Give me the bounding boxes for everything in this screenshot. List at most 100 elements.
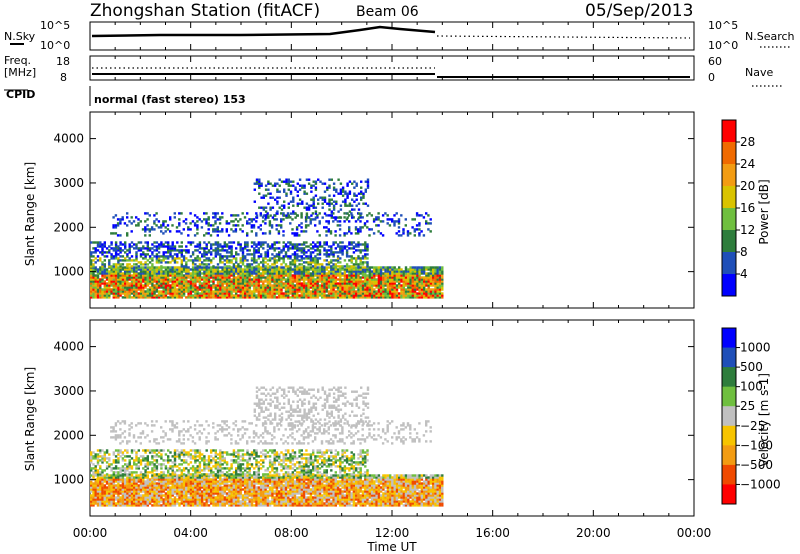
data-cell <box>164 500 168 503</box>
data-cell <box>223 296 226 299</box>
data-cell <box>409 270 412 273</box>
data-cell <box>205 220 208 223</box>
data-cell <box>260 196 263 199</box>
nsky-trace <box>91 25 436 38</box>
data-cell <box>359 290 362 293</box>
data-cell <box>418 278 421 281</box>
data-cell <box>298 266 301 269</box>
data-cell <box>139 480 143 483</box>
data-cell <box>314 290 317 293</box>
data-cell <box>321 216 324 219</box>
data-cell <box>92 484 95 487</box>
data-cell <box>293 296 297 299</box>
data-cell <box>160 282 163 285</box>
data-cell <box>336 292 340 295</box>
data-cell <box>94 482 97 485</box>
data-cell <box>284 265 288 268</box>
data-cell <box>124 482 127 485</box>
data-cell <box>167 478 170 481</box>
data-cell <box>178 212 181 215</box>
data-cell <box>160 226 163 229</box>
data-cell <box>198 282 202 285</box>
data-cell <box>429 294 433 297</box>
data-cell <box>114 478 118 481</box>
data-cell <box>166 228 170 231</box>
data-cell <box>411 278 414 281</box>
data-cell <box>368 296 371 299</box>
data-cell <box>203 249 206 252</box>
data-cell <box>307 208 311 211</box>
data-cell <box>221 500 224 503</box>
data-cell <box>434 284 437 287</box>
data-cell <box>203 488 206 491</box>
data-cell <box>207 498 211 501</box>
data-cell <box>264 222 267 225</box>
data-cell <box>162 484 165 487</box>
data-cell <box>375 278 378 281</box>
data-cell <box>212 482 215 485</box>
data-cell <box>223 280 226 283</box>
nsearch-tick-top: 10^5 <box>708 19 738 32</box>
data-cell <box>173 504 177 507</box>
data-cell <box>230 255 233 258</box>
data-cell <box>260 184 263 187</box>
data-cell <box>341 194 345 197</box>
data-cell <box>255 234 258 237</box>
data-cell <box>366 249 369 252</box>
data-cell <box>180 296 183 299</box>
data-cell <box>162 476 165 479</box>
data-cell <box>289 192 293 195</box>
data-cell <box>94 247 97 250</box>
data-cell <box>135 296 138 299</box>
data-cell <box>425 296 428 299</box>
data-cell <box>157 261 161 264</box>
data-cell <box>287 184 290 187</box>
data-cell <box>246 222 249 225</box>
data-cell <box>244 270 247 273</box>
data-cell <box>101 478 104 481</box>
data-cell <box>164 274 168 277</box>
data-cell <box>336 278 340 281</box>
data-cell <box>119 500 122 503</box>
data-cell <box>142 274 145 277</box>
data-cell <box>223 274 226 277</box>
data-cell <box>162 486 165 489</box>
data-cell <box>182 290 186 293</box>
data-cell <box>368 288 371 291</box>
data-cell <box>101 261 104 264</box>
data-cell <box>318 212 321 215</box>
data-cell <box>210 259 213 262</box>
data-cell <box>146 218 149 221</box>
data-cell <box>135 243 138 246</box>
data-cell <box>223 286 226 289</box>
data-cell <box>407 280 410 283</box>
data-cell <box>157 484 161 487</box>
data-cell <box>343 270 347 273</box>
data-cell <box>205 263 208 266</box>
data-cell <box>268 224 272 227</box>
data-cell <box>128 290 131 293</box>
data-cell <box>393 288 396 291</box>
data-cell <box>438 292 442 295</box>
data-cell <box>167 251 170 254</box>
data-cell <box>274 184 277 187</box>
data-cell <box>160 484 163 487</box>
data-cell <box>259 278 263 281</box>
data-cell <box>296 204 299 207</box>
data-cell <box>436 282 439 285</box>
data-cell <box>351 216 354 219</box>
data-cell <box>264 261 267 264</box>
data-cell <box>360 186 363 189</box>
data-cell <box>334 284 337 287</box>
data-cell <box>223 486 226 489</box>
data-cell <box>203 288 206 291</box>
data-cell <box>418 274 421 277</box>
data-cell <box>280 282 283 285</box>
data-cell <box>248 290 251 293</box>
data-cell <box>148 494 152 497</box>
data-cell <box>137 478 140 481</box>
data-cell <box>108 492 111 495</box>
data-cell <box>357 270 360 273</box>
data-cell <box>105 294 109 297</box>
